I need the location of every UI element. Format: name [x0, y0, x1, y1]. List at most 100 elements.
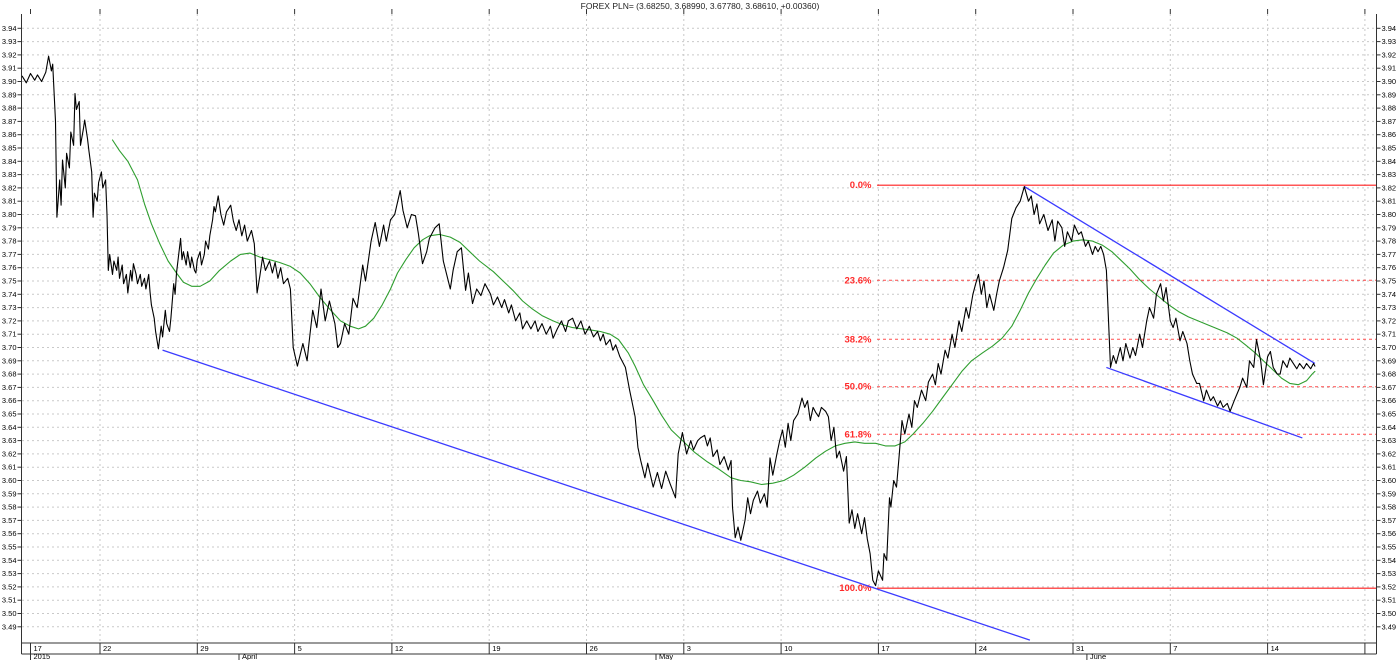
right-axis-label: 3.87 — [1382, 117, 1397, 126]
wedge-upper-line — [1024, 186, 1316, 365]
right-axis-label: 3.84 — [1382, 157, 1397, 166]
right-axis-label: 3.57 — [1382, 516, 1397, 525]
right-axis-label: 3.94 — [1382, 24, 1397, 33]
left-axis-label: 3.56 — [2, 529, 17, 538]
price-line — [21, 55, 1316, 587]
week-label: 14 — [1271, 644, 1279, 653]
right-axis-label: 3.93 — [1382, 37, 1397, 46]
left-axis-label: 3.87 — [2, 117, 17, 126]
right-axis-label: 3.76 — [1382, 263, 1397, 272]
month-label: May — [659, 652, 673, 660]
left-axis-label: 3.50 — [2, 609, 17, 618]
week-label: 26 — [590, 644, 598, 653]
month-label: 2015 — [34, 652, 51, 660]
left-axis-label: 3.57 — [2, 516, 17, 525]
left-axis-label: 3.91 — [2, 64, 17, 73]
left-axis-label: 3.72 — [2, 316, 17, 325]
right-axis-label: 3.56 — [1382, 529, 1397, 538]
right-axis-label: 3.82 — [1382, 183, 1397, 192]
left-axis-label: 3.63 — [2, 436, 17, 445]
week-label: 29 — [200, 644, 208, 653]
left-axis-label: 3.76 — [2, 263, 17, 272]
left-axis-label: 3.64 — [2, 423, 17, 432]
left-axis-label: 3.65 — [2, 410, 17, 419]
left-axis-label: 3.82 — [2, 183, 17, 192]
right-axis-label: 3.59 — [1382, 489, 1397, 498]
week-label: 7 — [1173, 644, 1177, 653]
right-axis-label: 3.62 — [1382, 449, 1397, 458]
left-axis-label: 3.52 — [2, 582, 17, 591]
left-axis-label: 3.66 — [2, 396, 17, 405]
week-label: 5 — [298, 644, 302, 653]
fibonacci-label: 100.0% — [839, 583, 872, 594]
wedge-lower-line — [1106, 366, 1303, 439]
right-axis-label: 3.90 — [1382, 77, 1397, 86]
right-axis-label: 3.52 — [1382, 582, 1397, 591]
right-axis-label: 3.72 — [1382, 316, 1397, 325]
left-axis-label: 3.81 — [2, 197, 17, 206]
left-axis-label: 3.61 — [2, 463, 17, 472]
right-axis-label: 3.88 — [1382, 104, 1397, 113]
right-axis-label: 3.91 — [1382, 64, 1397, 73]
week-label: 10 — [784, 644, 792, 653]
right-axis-label: 3.85 — [1382, 144, 1397, 153]
right-axis-label: 3.71 — [1382, 330, 1397, 339]
fibonacci-label: 0.0% — [850, 180, 872, 191]
fibonacci-label: 61.8% — [845, 429, 872, 440]
right-axis-label: 3.78 — [1382, 237, 1397, 246]
right-axis-label: 3.54 — [1382, 556, 1397, 565]
right-axis-label: 3.66 — [1382, 396, 1397, 405]
left-axis-label: 3.74 — [2, 290, 17, 299]
left-axis-label: 3.60 — [2, 476, 17, 485]
left-axis-label: 3.68 — [2, 370, 17, 379]
left-axis-label: 3.88 — [2, 104, 17, 113]
right-axis-label: 3.70 — [1382, 343, 1397, 352]
right-axis-label: 3.49 — [1382, 622, 1397, 631]
right-axis-label: 3.92 — [1382, 50, 1397, 59]
week-label: 3 — [687, 644, 691, 653]
right-axis-label: 3.73 — [1382, 303, 1397, 312]
left-axis-label: 3.71 — [2, 330, 17, 339]
right-axis-label: 3.63 — [1382, 436, 1397, 445]
left-axis-label: 3.54 — [2, 556, 17, 565]
week-label: 19 — [492, 644, 500, 653]
fibonacci-label: 38.2% — [845, 334, 872, 345]
right-axis-label: 3.77 — [1382, 250, 1397, 259]
left-axis-label: 3.62 — [2, 449, 17, 458]
left-axis-label: 3.92 — [2, 50, 17, 59]
right-axis-label: 3.55 — [1382, 543, 1397, 552]
left-axis-label: 3.73 — [2, 303, 17, 312]
left-axis-label: 3.58 — [2, 503, 17, 512]
left-axis-label: 3.49 — [2, 622, 17, 631]
left-axis-label: 3.84 — [2, 157, 17, 166]
right-axis-label: 3.81 — [1382, 197, 1397, 206]
left-axis-label: 3.83 — [2, 170, 17, 179]
left-axis-label: 3.94 — [2, 24, 17, 33]
week-label: 12 — [395, 644, 403, 653]
left-axis-label: 3.55 — [2, 543, 17, 552]
right-axis-label: 3.50 — [1382, 609, 1397, 618]
left-axis-label: 3.93 — [2, 37, 17, 46]
left-axis-label: 3.80 — [2, 210, 17, 219]
left-axis-label: 3.86 — [2, 130, 17, 139]
month-label: June — [1090, 652, 1106, 660]
right-axis-label: 3.74 — [1382, 290, 1397, 299]
right-axis-label: 3.61 — [1382, 463, 1397, 472]
right-axis-label: 3.79 — [1382, 223, 1397, 232]
right-axis-label: 3.67 — [1382, 383, 1397, 392]
right-axis-label: 3.69 — [1382, 356, 1397, 365]
left-axis-label: 3.85 — [2, 144, 17, 153]
right-axis-label: 3.89 — [1382, 90, 1397, 99]
right-axis-label: 3.60 — [1382, 476, 1397, 485]
left-axis-label: 3.53 — [2, 569, 17, 578]
left-axis-label: 3.90 — [2, 77, 17, 86]
left-axis-label: 3.78 — [2, 237, 17, 246]
right-axis-label: 3.65 — [1382, 410, 1397, 419]
week-label: 31 — [1076, 644, 1084, 653]
left-axis-label: 3.79 — [2, 223, 17, 232]
week-label: 17 — [34, 644, 42, 653]
right-axis-label: 3.75 — [1382, 277, 1397, 286]
week-label: 22 — [103, 644, 111, 653]
right-axis-label: 3.51 — [1382, 596, 1397, 605]
